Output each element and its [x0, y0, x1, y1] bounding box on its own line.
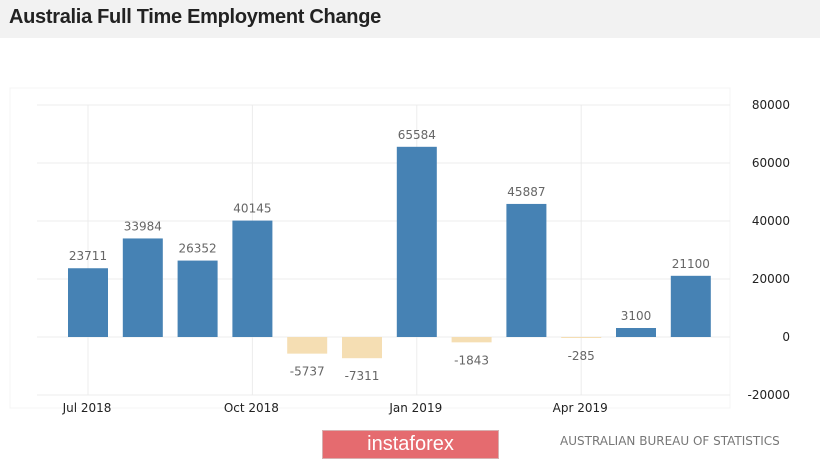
- bar: [561, 337, 602, 338]
- bar: [670, 275, 711, 337]
- bar: [232, 220, 273, 337]
- data-label: 45887: [507, 185, 545, 199]
- instaforex-logo: instaforex: [322, 430, 499, 459]
- bar: [342, 337, 382, 359]
- data-label: 23711: [69, 249, 107, 263]
- y-tick-label: 0: [782, 330, 790, 344]
- data-label: 33984: [124, 219, 162, 233]
- data-label: 3100: [621, 309, 652, 323]
- data-label: -7311: [345, 369, 380, 383]
- bar: [287, 337, 328, 354]
- data-label: -5737: [290, 365, 325, 379]
- y-tick-label: 60000: [752, 156, 790, 170]
- data-label: 21100: [672, 257, 710, 271]
- data-label: -285: [568, 349, 595, 363]
- data-label: 65584: [398, 128, 436, 142]
- data-label: 26352: [179, 242, 217, 256]
- bar: [68, 268, 108, 337]
- header-bar: Australia Full Time Employment Change: [0, 0, 820, 38]
- y-tick-label: 80000: [752, 98, 790, 112]
- y-tick-label: -20000: [747, 388, 790, 402]
- y-tick-label: 40000: [752, 214, 790, 228]
- data-label: 40145: [233, 202, 271, 216]
- bar: [122, 238, 163, 337]
- bar: [396, 146, 437, 337]
- bar: [177, 260, 218, 337]
- x-tick-label: Jan 2019: [388, 401, 442, 415]
- bar: [506, 203, 547, 337]
- source-label: AUSTRALIAN BUREAU OF STATISTICS: [560, 434, 780, 448]
- plot-frame: [9, 87, 731, 409]
- bar: [451, 337, 492, 343]
- x-tick-label: Jul 2018: [62, 401, 112, 415]
- y-tick-label: 20000: [752, 272, 790, 286]
- bar: [616, 328, 656, 337]
- page-title: Australia Full Time Employment Change: [9, 6, 381, 28]
- data-label: -1843: [454, 353, 489, 367]
- x-tick-label: Apr 2019: [553, 401, 608, 415]
- x-tick-label: Oct 2018: [224, 401, 279, 415]
